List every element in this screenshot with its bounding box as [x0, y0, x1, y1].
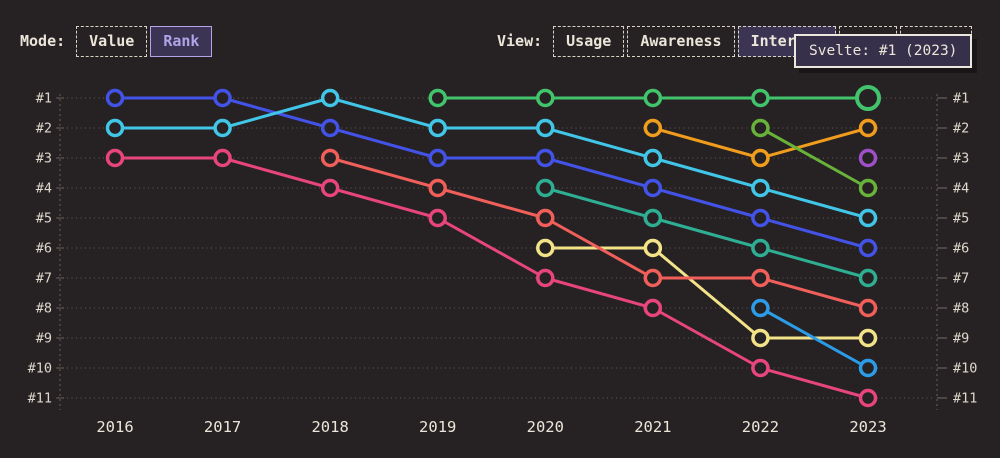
year-label: 2016 [96, 418, 133, 436]
rank-label-right: #7 [953, 271, 969, 287]
data-point-indigo-2019[interactable] [428, 148, 447, 168]
mode-label: Mode: [20, 32, 66, 51]
view-usage-button[interactable]: Usage [553, 26, 625, 57]
rank-label-left: #11 [28, 391, 52, 407]
data-point-dodger-2022[interactable] [751, 298, 770, 318]
rank-label-left: #3 [36, 151, 52, 167]
rank-label-right: #8 [953, 301, 969, 317]
data-point-indigo-2016[interactable] [105, 88, 125, 108]
rank-label-left: #10 [28, 361, 52, 377]
rank-label-right: #1 [953, 91, 969, 107]
data-point-teal-2023[interactable] [858, 268, 878, 288]
rank-label-right: #9 [953, 331, 969, 347]
year-label: 2022 [742, 418, 779, 436]
year-label: 2020 [527, 418, 564, 436]
data-point-cyan-2018[interactable] [320, 88, 340, 108]
series-line-dodger [758, 306, 870, 370]
data-point-pink-2021[interactable] [643, 298, 663, 318]
year-label: 2017 [204, 418, 241, 436]
data-point-dodger-2023[interactable] [858, 358, 878, 378]
rank-label-left: #1 [36, 91, 52, 107]
data-point-indigo-2017[interactable] [213, 88, 232, 108]
data-point-pink-2022[interactable] [751, 358, 770, 378]
data-point-salmon-2023[interactable] [858, 298, 878, 318]
data-point-green-2019[interactable] [428, 88, 447, 108]
data-point-teal-2021[interactable] [643, 208, 663, 228]
data-point-cyan-2019[interactable] [428, 118, 447, 138]
mode-control-group: Mode: Value Rank [20, 26, 213, 57]
series-line-olive [758, 126, 870, 190]
year-label: 2021 [634, 418, 671, 436]
data-point-cyan-2016[interactable] [105, 118, 125, 138]
mode-value-button[interactable]: Value [76, 26, 148, 57]
rank-label-right: #10 [953, 361, 977, 377]
rank-label-left: #7 [36, 271, 52, 287]
data-point-yellow-2021[interactable] [643, 238, 663, 258]
mode-rank-button[interactable]: Rank [150, 26, 213, 57]
data-point-pink-2023[interactable] [858, 388, 878, 408]
rank-label-left: #6 [36, 241, 52, 257]
data-point-teal-2022[interactable] [751, 238, 770, 258]
rank-label-right: #3 [953, 151, 969, 167]
rank-label-left: #4 [36, 181, 52, 197]
data-point-pink-2020[interactable] [536, 268, 555, 288]
series-line-indigo [113, 96, 870, 250]
data-point-yellow-2020[interactable] [536, 238, 555, 258]
view-awareness-button[interactable]: Awareness [627, 26, 735, 57]
data-point-salmon-2018[interactable] [320, 148, 340, 168]
data-point-yellow-2022[interactable] [751, 328, 770, 348]
data-point-pink-2019[interactable] [428, 208, 447, 228]
series-line-salmon [328, 156, 870, 310]
data-point-cyan-2022[interactable] [751, 178, 770, 198]
rank-label-left: #9 [36, 331, 52, 347]
rank-label-right: #11 [953, 391, 977, 407]
view-label: View: [497, 32, 543, 51]
data-point-cyan-2020[interactable] [536, 118, 555, 138]
data-point-purple-2023[interactable] [858, 148, 878, 168]
data-point-amber-2023[interactable] [858, 118, 878, 138]
data-point-green-2022[interactable] [751, 88, 770, 108]
rank-label-left: #8 [36, 301, 52, 317]
series-line-cyan [113, 96, 870, 220]
rank-label-left: #5 [36, 211, 52, 227]
data-point-green-2023[interactable] [855, 85, 881, 111]
data-point-indigo-2022[interactable] [751, 208, 770, 228]
year-label: 2023 [849, 418, 886, 436]
data-point-pink-2018[interactable] [320, 178, 340, 198]
series-line-pink [113, 156, 870, 400]
chart-tooltip: Svelte: #1 (2023) [794, 34, 973, 68]
data-point-amber-2021[interactable] [643, 118, 663, 138]
year-label: 2018 [311, 418, 348, 436]
data-point-indigo-2020[interactable] [536, 148, 555, 168]
data-point-indigo-2023[interactable] [858, 238, 878, 258]
rank-label-right: #5 [953, 211, 969, 227]
data-point-indigo-2021[interactable] [643, 178, 663, 198]
rank-label-left: #2 [36, 121, 52, 137]
series-line-teal [543, 186, 870, 280]
data-point-indigo-2018[interactable] [320, 118, 340, 138]
rank-label-right: #4 [953, 181, 969, 197]
data-point-amber-2022[interactable] [751, 148, 770, 168]
data-point-pink-2017[interactable] [213, 148, 232, 168]
data-point-green-2021[interactable] [643, 88, 663, 108]
data-point-cyan-2017[interactable] [213, 118, 232, 138]
data-point-salmon-2020[interactable] [536, 208, 555, 228]
rank-label-right: #2 [953, 121, 969, 137]
data-point-salmon-2022[interactable] [751, 268, 770, 288]
data-point-yellow-2023[interactable] [858, 328, 878, 348]
data-point-cyan-2023[interactable] [858, 208, 878, 228]
year-label: 2019 [419, 418, 456, 436]
data-point-cyan-2021[interactable] [643, 148, 663, 168]
data-point-olive-2022[interactable] [751, 118, 770, 138]
data-point-teal-2020[interactable] [536, 178, 555, 198]
data-point-olive-2023[interactable] [858, 178, 878, 198]
rank-label-right: #6 [953, 241, 969, 257]
data-point-salmon-2019[interactable] [428, 178, 447, 198]
data-point-salmon-2021[interactable] [643, 268, 663, 288]
data-point-pink-2016[interactable] [105, 148, 125, 168]
data-point-green-2020[interactable] [536, 88, 555, 108]
